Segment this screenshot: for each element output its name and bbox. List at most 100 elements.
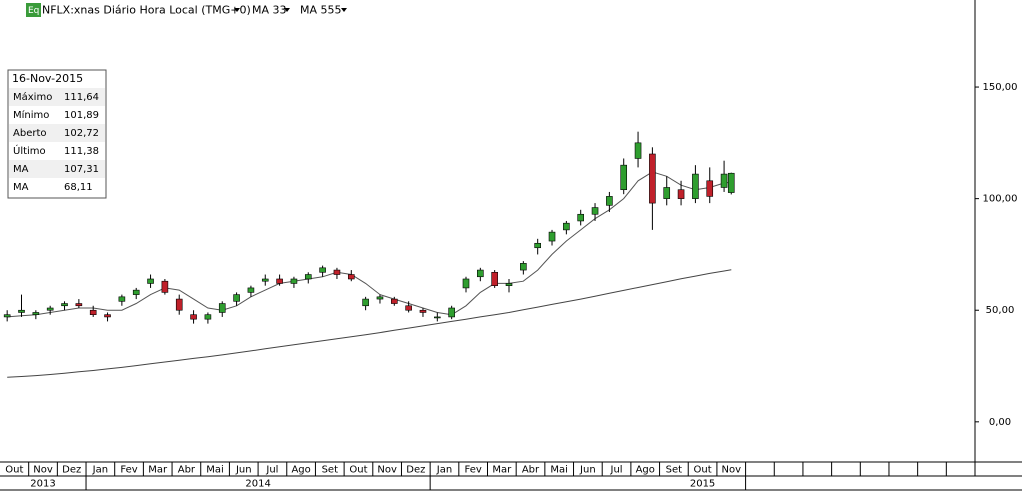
info-label: MA <box>13 182 29 193</box>
info-row-bg <box>9 124 105 142</box>
dropdown-arrow[interactable] <box>284 8 290 12</box>
candle-body <box>706 180 714 197</box>
ma-line <box>7 171 732 318</box>
month-label: Mai <box>206 465 224 476</box>
month-label: Out <box>694 465 712 476</box>
icon-label: Eq <box>28 6 39 16</box>
info-value: 111,38 <box>64 146 99 157</box>
candle-body <box>247 287 255 293</box>
month-label: Jan <box>436 465 452 476</box>
info-date: 16-Nov-2015 <box>12 72 83 85</box>
candle-body <box>505 283 513 286</box>
dropdown-arrow[interactable] <box>341 8 347 12</box>
candle-body <box>3 314 11 318</box>
candle-body <box>448 307 455 318</box>
candle-body <box>591 207 599 215</box>
candle-body <box>677 189 685 199</box>
y-tick-label: 100,00 <box>983 194 1018 205</box>
candle-body <box>118 296 126 302</box>
y-tick-label: 50,00 <box>986 305 1015 316</box>
month-label: Jul <box>610 465 623 476</box>
info-value: 68,11 <box>64 182 93 193</box>
candle-body <box>577 213 584 222</box>
info-value: 102,72 <box>64 128 99 139</box>
candle-body <box>190 314 197 320</box>
candle-body <box>161 280 169 293</box>
candle-body <box>520 263 527 271</box>
y-tick-label: 0,00 <box>989 417 1011 428</box>
month-label: Jun <box>579 465 596 476</box>
candle-body <box>534 242 541 249</box>
candle-body <box>175 298 183 311</box>
year-label: 2015 <box>690 479 715 490</box>
info-label: Último <box>13 144 46 157</box>
month-label: Out <box>349 465 367 476</box>
candle-body <box>304 274 312 280</box>
info-label: Mínimo <box>13 109 49 121</box>
ma-line <box>7 269 732 378</box>
candle-body <box>261 278 269 282</box>
info-label: Máximo <box>13 91 52 103</box>
info-row-bg <box>9 88 105 106</box>
candle-body <box>477 269 484 278</box>
month-label: Mar <box>148 465 168 476</box>
candle-body <box>333 269 341 275</box>
month-label: Set <box>666 465 683 476</box>
info-label: MA <box>13 164 29 175</box>
month-label: Mai <box>550 465 568 476</box>
info-row-bg <box>9 160 105 178</box>
plot-area <box>3 131 735 378</box>
month-label: Fev <box>465 465 482 476</box>
month-label: Abr <box>178 465 196 476</box>
candle-body <box>491 271 498 286</box>
month-label: Jul <box>265 465 278 476</box>
month-label: Fev <box>120 465 137 476</box>
candle-body <box>720 173 728 188</box>
candle-body <box>276 278 283 284</box>
candle-body <box>218 303 226 313</box>
candle-body <box>634 142 642 159</box>
candle-body <box>61 303 68 307</box>
info-value: 111,64 <box>64 92 99 103</box>
symbol-icon <box>26 3 41 17</box>
candle-body <box>563 222 570 231</box>
candle-body <box>233 294 240 302</box>
candle-body <box>548 231 556 242</box>
info-box: 16-Nov-2015 Máximo 111,64 Mínimo 101,89 Aber… <box>7 69 107 199</box>
symbol-label[interactable]: NFLX:xnas Diário Hora Local (TMG+0) <box>42 4 251 17</box>
year-label: 2013 <box>30 479 55 490</box>
candle-body <box>606 196 613 206</box>
month-label: Nov <box>377 465 397 476</box>
candle-body <box>462 278 470 289</box>
indicator-label[interactable]: MA 33 <box>252 4 287 17</box>
indicator-label[interactable]: MA 555 <box>300 4 342 17</box>
candle-body <box>391 298 398 304</box>
info-label: Aberto <box>13 128 47 139</box>
candle-body <box>434 316 441 319</box>
month-label: Jun <box>235 465 252 476</box>
candle-body <box>727 172 735 193</box>
candle-body <box>46 307 54 311</box>
candle-body <box>290 278 298 284</box>
month-label: Nov <box>721 465 741 476</box>
month-label: Dez <box>406 465 425 476</box>
candle-body <box>692 173 699 199</box>
candle-body <box>347 274 355 280</box>
month-label: Ago <box>636 465 655 476</box>
month-label: Ago <box>291 465 310 476</box>
candle-body <box>75 303 83 307</box>
info-value: 107,31 <box>64 164 99 175</box>
month-label: Nov <box>33 465 53 476</box>
candle-body <box>104 314 111 318</box>
candle-body <box>89 309 97 315</box>
candle-body <box>362 298 369 307</box>
candle-body <box>376 296 384 300</box>
month-label: Set <box>322 465 339 476</box>
candle-body <box>649 153 656 204</box>
candle-body <box>405 305 412 311</box>
month-label: Jan <box>92 465 108 476</box>
candle-body <box>132 289 140 295</box>
dropdown-arrow[interactable] <box>234 8 240 12</box>
month-label: Abr <box>522 465 540 476</box>
